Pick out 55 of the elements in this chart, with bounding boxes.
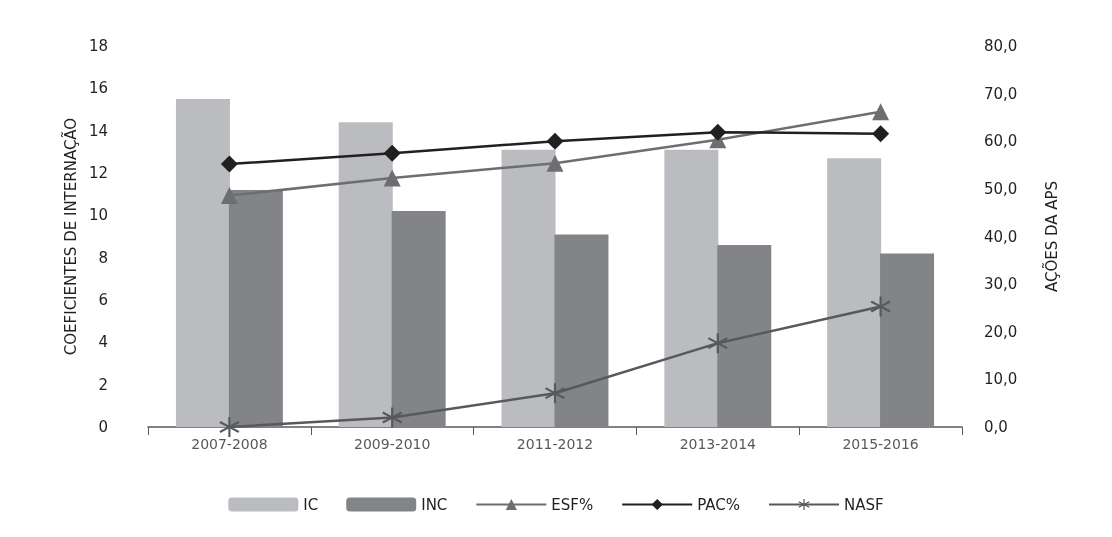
y2-tick-label: 30,0 — [984, 275, 1018, 294]
y2-tick-label: 10,0 — [984, 370, 1018, 389]
y2-tick-label: 0,0 — [984, 418, 1008, 436]
point — [545, 383, 565, 404]
x-tick-label: 2011-2012 — [516, 436, 594, 452]
bar — [880, 253, 935, 427]
bar — [554, 234, 609, 427]
y2-tick-label: 50,0 — [984, 179, 1018, 198]
point — [707, 333, 728, 354]
bar — [717, 244, 772, 427]
bar — [391, 211, 446, 427]
x-tick-label: 2009-2010 — [354, 436, 431, 452]
y2-tick-label: 20,0 — [984, 322, 1018, 341]
legend-label: PAC% — [697, 495, 741, 514]
point — [383, 144, 401, 162]
point — [382, 407, 403, 428]
legend-label: NASF — [844, 495, 884, 514]
bar — [338, 122, 393, 427]
y2-tick-label: 60,0 — [984, 132, 1018, 151]
y-tick-label: 2 — [98, 375, 108, 394]
point — [219, 417, 240, 437]
y2-axis-title: AÇÕES DA APS — [1041, 180, 1061, 293]
point — [872, 103, 890, 121]
y-tick-label: 12 — [88, 164, 108, 182]
legend-label: ESF% — [551, 495, 594, 514]
y-tick-label: 4 — [98, 333, 108, 352]
point — [546, 154, 564, 172]
legend-label: IC — [303, 495, 319, 514]
point — [383, 169, 401, 187]
point — [709, 123, 727, 141]
legend-label: INC — [421, 495, 448, 514]
bar — [501, 149, 556, 427]
x-tick-label: 2007-2008 — [191, 436, 268, 452]
y-tick-label: 6 — [98, 291, 108, 309]
point — [220, 155, 238, 173]
y-tick-label: 8 — [98, 248, 108, 267]
y2-tick-label: 80,0 — [984, 37, 1018, 55]
y2-tick-label: 70,0 — [984, 84, 1018, 103]
y-tick-label: 14 — [88, 121, 108, 140]
bar — [827, 158, 882, 427]
x-tick-label: 2015-2016 — [842, 436, 919, 452]
point — [872, 125, 890, 143]
point — [220, 187, 238, 205]
bar — [175, 98, 230, 427]
y-axis-title: COEFICIENTES DE INTERNAÇÃO — [60, 117, 80, 356]
y-tick-label: 10 — [88, 206, 108, 225]
point — [546, 132, 564, 150]
y2-tick-label: 40,0 — [984, 227, 1018, 246]
y-tick-label: 16 — [88, 79, 108, 98]
x-tick-label: 2013-2014 — [679, 436, 757, 452]
y-tick-label: 18 — [88, 37, 108, 55]
point — [870, 296, 891, 317]
bar — [228, 189, 283, 427]
y-tick-label: 0 — [98, 418, 108, 436]
bar — [664, 149, 719, 427]
